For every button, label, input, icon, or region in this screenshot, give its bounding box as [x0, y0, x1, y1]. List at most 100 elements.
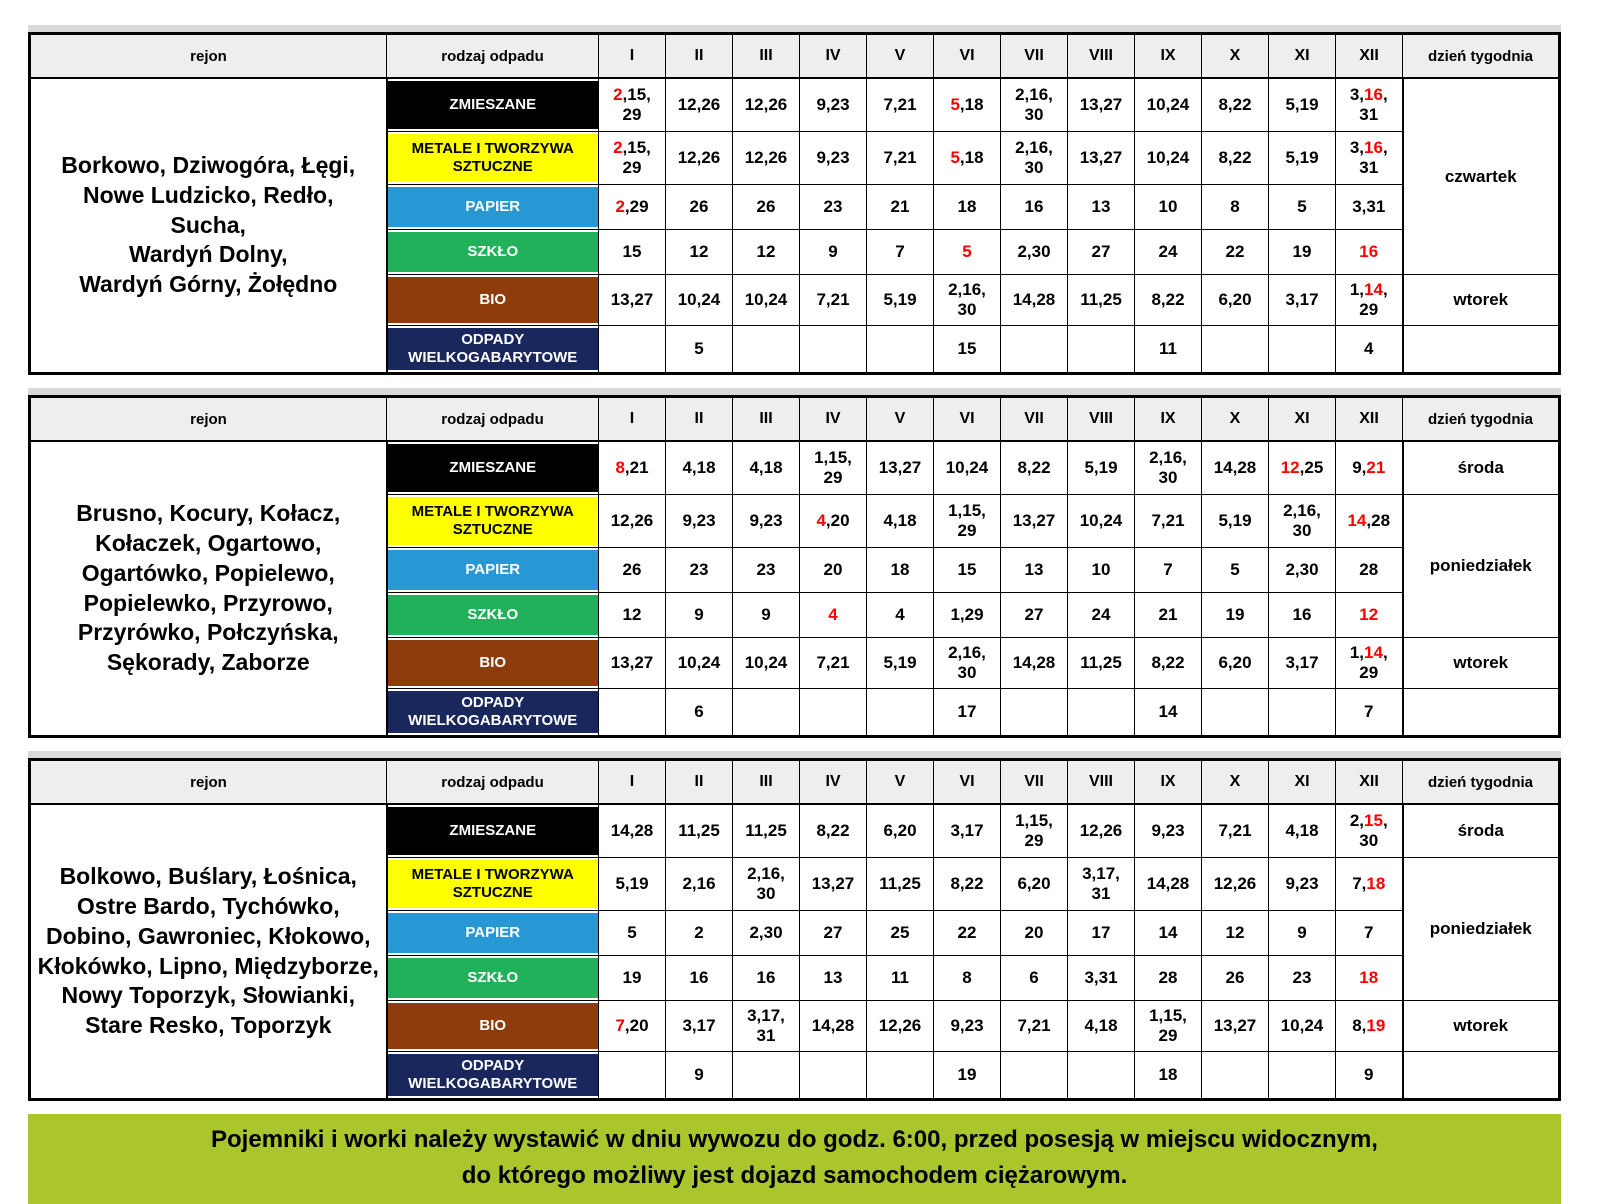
date-cell: 9 [1335, 1051, 1403, 1100]
month-header-XI: XI [1268, 396, 1336, 442]
weekday-cell: wtorek [1401, 1000, 1560, 1052]
date-cell: 12 [1335, 592, 1403, 638]
date-cell: 23 [732, 547, 800, 593]
waste-type-cell-odpady-wielkogabarytowe: ODPADY WIELKOGABARYTOWE [386, 688, 599, 737]
date-cell [732, 325, 800, 374]
date-cell: 5 [1268, 184, 1336, 230]
date-cell: 10,24 [665, 274, 733, 326]
date-cell: 12,26 [1067, 803, 1135, 858]
date-cell: 2,30 [732, 910, 800, 956]
date-cell: 7 [1134, 547, 1202, 593]
month-header-X: X [1201, 759, 1269, 805]
date-cell: 10,24 [933, 440, 1001, 495]
date-cell: 14,28 [1000, 637, 1068, 689]
date-cell: 13,27 [1000, 494, 1068, 548]
date-cell: 12,25 [1268, 440, 1336, 495]
date-cell: 3,16, 31 [1335, 77, 1403, 132]
waste-type-cell-metale-i-tworzywa-sztuczne: METALE I TWORZYWA SZTUCZNE [386, 494, 599, 548]
date-cell: 8,22 [1201, 77, 1269, 132]
date-cell: 9 [665, 1051, 733, 1100]
date-cell [866, 325, 934, 374]
red-date: 5 [950, 148, 960, 168]
month-header-VI: VI [933, 33, 1001, 79]
date-cell: 8,22 [799, 803, 867, 858]
date-cell: 5 [1201, 547, 1269, 593]
date-cell [799, 325, 867, 374]
date-cell: 22 [933, 910, 1001, 956]
date-cell: 10,24 [732, 637, 800, 689]
date-cell: 2,15, 29 [598, 131, 666, 185]
column-header-dzien-tygodnia: dzień tygodnia [1402, 396, 1560, 442]
date-cell: 1,29 [933, 592, 1001, 638]
column-header-rodzaj-odpadu: rodzaj odpadu [386, 759, 599, 805]
date-cell: 8 [933, 955, 1001, 1001]
waste-type-cell-papier: PAPIER [386, 910, 599, 956]
date-cell: 7 [866, 229, 934, 275]
date-cell [1268, 325, 1336, 374]
date-cell: 15 [933, 325, 1001, 374]
date-cell: 20 [1000, 910, 1068, 956]
schedule-table-block: rejon rodzaj odpadu I II III IV V VI VII VIII IX X X… [28, 751, 1561, 1101]
waste-type-label-szklo: SZKŁO [387, 958, 598, 998]
date-cell: 11 [1134, 325, 1202, 374]
red-date: 5 [962, 242, 972, 262]
date-cell: 13,27 [598, 274, 666, 326]
date-cell: 8,22 [1134, 274, 1202, 326]
date-cell: 9 [665, 592, 733, 638]
waste-type-cell-zmieszane: ZMIESZANE [386, 803, 599, 858]
waste-type-cell-zmieszane: ZMIESZANE [386, 77, 599, 132]
table-top-shade [28, 388, 1561, 395]
date-cell: 4,18 [1268, 803, 1336, 858]
date-cell: 8,22 [933, 857, 1001, 911]
waste-type-label-zmieszane: ZMIESZANE [387, 807, 598, 855]
date-cell: 3,31 [1067, 955, 1135, 1001]
region-cell: Brusno, Kocury, Kołacz, Kołaczek, Ogarto… [29, 440, 388, 737]
waste-type-cell-papier: PAPIER [386, 184, 599, 230]
date-cell: 8,22 [1000, 440, 1068, 495]
date-cell: 4,18 [1067, 1000, 1135, 1052]
date-cell: 9 [1268, 910, 1336, 956]
month-header-IV: IV [799, 33, 867, 79]
date-cell: 13,27 [1201, 1000, 1269, 1052]
date-cell: 21 [1134, 592, 1202, 638]
date-cell: 5,19 [866, 637, 934, 689]
month-header-II: II [665, 33, 733, 79]
date-cell: 5,19 [1268, 131, 1336, 185]
date-cell: 7,21 [866, 131, 934, 185]
tables-root: rejon rodzaj odpadu I II III IV V VI VII VIII IX X X… [28, 25, 1600, 1101]
date-cell: 12,26 [732, 131, 800, 185]
month-header-VII: VII [1000, 396, 1068, 442]
month-header-I: I [598, 759, 666, 805]
date-cell: 12,26 [732, 77, 800, 132]
date-cell: 18 [866, 547, 934, 593]
waste-type-label-bio: BIO [387, 1003, 598, 1049]
waste-type-cell-zmieszane: ZMIESZANE [386, 440, 599, 495]
date-cell: 2,16, 30 [1000, 77, 1068, 132]
date-cell: 4,18 [665, 440, 733, 495]
date-cell: 23 [665, 547, 733, 593]
date-cell: 16 [732, 955, 800, 1001]
date-cell: 2,15, 30 [1335, 803, 1403, 858]
month-header-VII: VII [1000, 759, 1068, 805]
date-cell: 9,21 [1335, 440, 1403, 495]
date-cell: 5 [598, 910, 666, 956]
red-date: 8 [615, 458, 625, 478]
date-cell: 7 [1335, 910, 1403, 956]
date-cell: 5,18 [933, 131, 1001, 185]
date-cell: 8,22 [1134, 637, 1202, 689]
date-cell: 28 [1134, 955, 1202, 1001]
date-cell: 4,18 [866, 494, 934, 548]
month-header-XII: XII [1335, 759, 1403, 805]
waste-type-label-bio: BIO [387, 277, 598, 323]
date-cell: 21 [866, 184, 934, 230]
date-cell [1268, 688, 1336, 737]
date-cell: 13,27 [866, 440, 934, 495]
date-cell: 13,27 [799, 857, 867, 911]
date-cell: 23 [1268, 955, 1336, 1001]
date-cell: 6,20 [1201, 274, 1269, 326]
date-cell: 12 [598, 592, 666, 638]
date-cell: 8 [1201, 184, 1269, 230]
date-cell: 6,20 [866, 803, 934, 858]
red-date: 19 [1366, 1016, 1386, 1036]
column-header-rejon: rejon [29, 33, 387, 79]
